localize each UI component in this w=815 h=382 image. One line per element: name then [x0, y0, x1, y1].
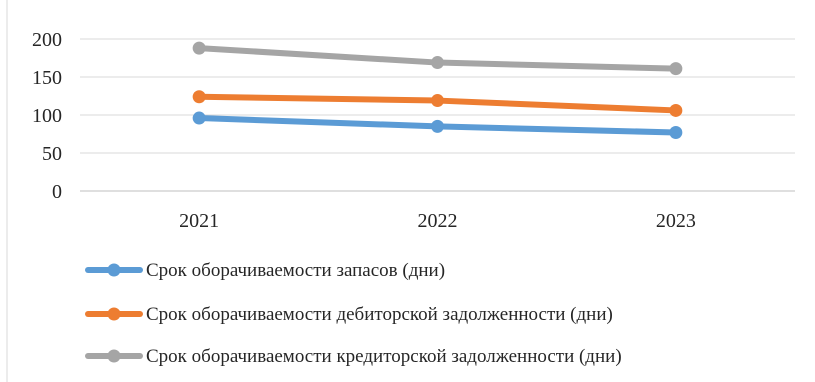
x-tick-label: 2022 — [418, 210, 458, 232]
legend-swatch-marker — [107, 263, 121, 277]
x-tick-label: 2021 — [179, 210, 219, 232]
data-point — [669, 103, 683, 117]
legend-label: Срок оборачиваемости кредиторской задолж… — [146, 346, 622, 367]
y-tick-label: 150 — [32, 67, 62, 89]
y-tick-label: 200 — [32, 29, 62, 51]
series-1 — [192, 111, 683, 139]
series-group — [192, 41, 683, 139]
legend-item-3: Срок оборачиваемости кредиторской задолж… — [85, 346, 622, 367]
x-tick-label: 2023 — [656, 210, 696, 232]
y-axis-ticks: 0 50 100 150 200 — [32, 29, 62, 203]
data-point — [192, 41, 206, 55]
legend-swatch-marker — [107, 349, 121, 363]
x-axis-ticks: 2021 2022 2023 — [179, 210, 696, 232]
legend-item-2: Срок оборачиваемости дебиторской задолже… — [85, 304, 613, 325]
data-point — [192, 111, 206, 125]
data-point — [431, 56, 444, 70]
y-tick-label: 50 — [42, 143, 62, 165]
legend: Срок оборачиваемости запасов (дни) Срок о… — [85, 260, 622, 367]
data-point — [669, 125, 683, 139]
series-3 — [192, 41, 683, 76]
legend-item-1: Срок оборачиваемости запасов (дни) — [85, 260, 445, 281]
data-point — [192, 90, 206, 104]
y-tick-label: 100 — [32, 105, 62, 127]
y-tick-label: 0 — [52, 181, 62, 203]
series-2 — [192, 90, 683, 117]
legend-swatch-marker — [107, 307, 121, 321]
data-point — [669, 62, 683, 76]
legend-label: Срок оборачиваемости запасов (дни) — [146, 260, 445, 281]
legend-label: Срок оборачиваемости дебиторской задолже… — [146, 304, 613, 325]
data-point — [431, 119, 444, 133]
data-point — [431, 94, 444, 108]
